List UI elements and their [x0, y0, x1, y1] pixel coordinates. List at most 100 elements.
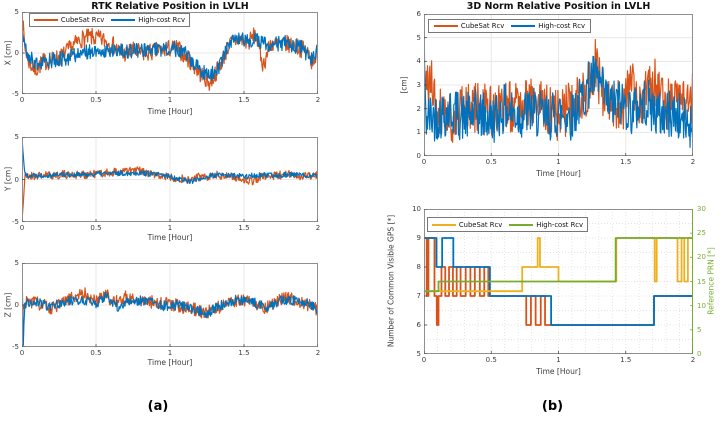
y-tick-label: -5: [12, 343, 19, 351]
x-tick-label: 0: [19, 349, 25, 357]
norm-legend: CubeSat Rcv High-cost Rcv: [428, 19, 591, 33]
x-plot-xlabel: Time [Hour]: [147, 107, 193, 116]
x-tick-label: 2: [315, 349, 321, 357]
legend-item-cubesat: CubeSat Rcv: [33, 16, 105, 24]
y-tick-label: 0: [14, 175, 19, 184]
caption-b: (b): [541, 399, 564, 414]
y-tick-label: 4: [416, 57, 421, 66]
legend-label: CubeSat Rcv: [60, 16, 105, 24]
x-tick-label: 0.5: [90, 349, 102, 357]
right-y-tick-label: 20: [697, 253, 706, 262]
right-y-tick-label: 25: [697, 229, 706, 238]
highcost-prn-line-swatch: [509, 223, 534, 226]
panel-a-title: RTK Relative Position in LVLH: [91, 1, 249, 12]
right-y-tick-label: 0: [697, 350, 702, 358]
y-axis-ylabel: Y [cm]: [3, 166, 13, 192]
y-tick-label: 5: [416, 350, 421, 358]
series-highcost: [22, 137, 318, 184]
y-tick-label: 7: [416, 292, 421, 300]
legend-item-highcost: High-cost Rcv: [511, 22, 585, 30]
cubesat-prn-line-swatch: [431, 223, 456, 226]
y-tick-label: 6: [416, 321, 421, 329]
x-tick-label: 1.5: [620, 158, 632, 166]
gps-legend: CubeSat Rcv High-cost Rcv: [427, 217, 588, 232]
y-tick-label: 2: [416, 104, 421, 113]
x-tick-label: 2: [690, 158, 696, 166]
x-tick-label: 0.5: [485, 158, 497, 166]
x-axis-ylabel: X [cm]: [3, 40, 13, 66]
right-y-tick-label: 10: [697, 301, 706, 310]
series-highcost: [22, 32, 318, 82]
gps-left-ylabel: Number of Common Visible GPS [*]: [386, 214, 396, 348]
legend-label: CubeSat Rcv: [460, 22, 505, 30]
x-tick-label: 1.5: [238, 96, 250, 104]
highcost-line-swatch: [111, 19, 136, 21]
x-tick-label: 1.5: [238, 349, 250, 357]
x-tick-label: 1: [167, 349, 173, 357]
x-tick-label: 0: [421, 356, 427, 364]
caption-a: (a): [147, 399, 169, 414]
y-tick-label: 0: [14, 49, 19, 57]
cubesat-line-swatch: [33, 19, 58, 21]
gps-plot-xlabel: Time [Hour]: [536, 367, 581, 376]
y-tick-label: 10: [412, 205, 421, 213]
legend-label: High-cost Rcv: [538, 22, 586, 30]
legend-item-highcost: High-cost Rcv: [111, 16, 185, 24]
z-axis-ylabel: Z [cm]: [3, 292, 13, 318]
cubesat-line-swatch: [433, 25, 458, 27]
right-y-tick-label: 15: [697, 277, 706, 286]
rtk-x-legend: CubeSat Rcv High-cost Rcv: [29, 13, 190, 27]
right-y-tick-label: 30: [697, 205, 706, 213]
y-tick-label: -5: [12, 90, 19, 98]
rtk_y-plot: [22, 137, 318, 222]
x-tick-label: 0: [19, 224, 25, 232]
gps-right-ylabel: Reference PRN [*]: [706, 247, 716, 315]
rtk_x-plot: [22, 12, 318, 94]
y-tick-label: 9: [416, 234, 421, 242]
series-cubesat_prn: [424, 237, 693, 293]
x-tick-label: 2: [690, 356, 696, 364]
y-tick-label: 5: [14, 8, 19, 16]
y-tick-label: 8: [416, 263, 421, 271]
z-plot-xlabel: Time [Hour]: [147, 358, 193, 367]
y-tick-label: 5: [14, 259, 19, 267]
x-tick-label: 1: [556, 158, 561, 166]
y-tick-label: 0: [14, 301, 19, 309]
series-highcost: [22, 264, 318, 346]
x-tick-label: 0.5: [90, 96, 102, 104]
legend-label: High-cost Rcv: [138, 16, 186, 24]
y-tick-label: 5: [416, 33, 421, 42]
x-tick-label: 1.5: [238, 224, 250, 232]
x-tick-label: 0: [19, 96, 25, 104]
legend-item-cubesat-prn: CubeSat Rcv: [431, 221, 502, 229]
x-tick-label: 0: [421, 158, 427, 166]
legend-item-highcost-prn: High-cost Rcv: [509, 221, 583, 229]
x-tick-label: 2: [315, 224, 321, 232]
y-plot-xlabel: Time [Hour]: [147, 233, 193, 242]
gps-plot: [424, 209, 693, 354]
x-tick-label: 1: [556, 356, 561, 364]
y-tick-label: 1: [416, 128, 421, 137]
y-tick-label: -5: [12, 218, 19, 226]
y-tick-label: 3: [416, 81, 421, 89]
y-tick-label: 0: [416, 152, 421, 160]
norm-plot-xlabel: Time [Hour]: [536, 169, 581, 178]
legend-item-cubesat: CubeSat Rcv: [433, 22, 505, 30]
series-highcost_prn: [424, 237, 693, 293]
x-tick-label: 0.5: [90, 224, 102, 232]
highcost-line-swatch: [511, 25, 536, 27]
rtk_z-plot: [22, 263, 318, 347]
norm-ylabel: [cm]: [399, 76, 409, 94]
y-tick-label: 5: [14, 133, 19, 141]
x-tick-label: 2: [315, 96, 321, 104]
norm3d-plot: [424, 14, 693, 156]
x-tick-label: 0.5: [485, 356, 497, 364]
right-y-tick-label: 5: [697, 325, 702, 334]
legend-label: High-cost Rcv: [536, 220, 584, 229]
series-highcost: [424, 237, 693, 326]
y-tick-label: 6: [416, 10, 421, 18]
x-tick-label: 1: [167, 96, 173, 104]
panel-b-title: 3D Norm Relative Position in LVLH: [466, 1, 651, 12]
x-tick-label: 1: [167, 224, 173, 232]
